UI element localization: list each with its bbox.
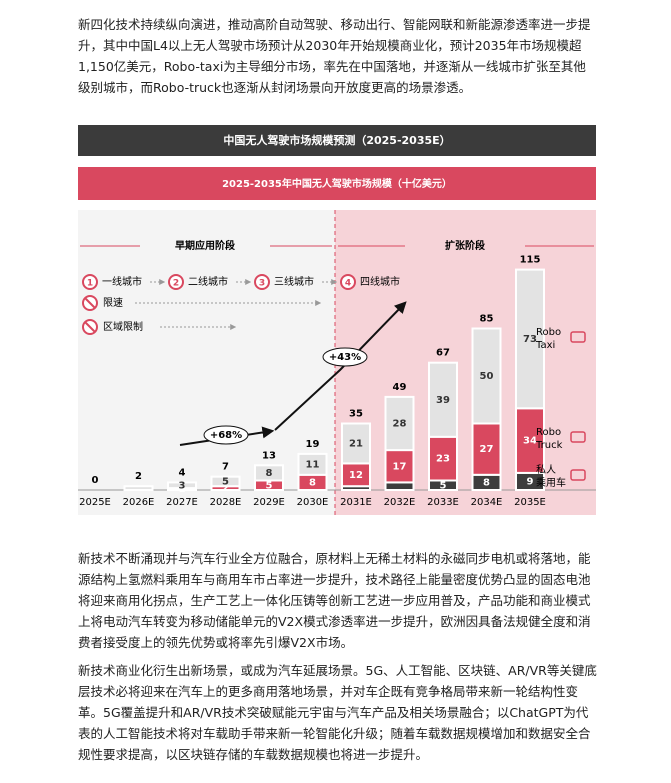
value-label: 17 <box>393 461 407 472</box>
growth-label: +68% <box>210 430 242 441</box>
value-label: 27 <box>480 444 494 455</box>
bar-segment <box>384 395 415 452</box>
value-label: 1 <box>179 484 186 495</box>
bar-segment <box>471 327 502 425</box>
value-label: 3 <box>179 480 186 491</box>
value-label: 11 <box>306 459 320 470</box>
x-tick-label: 2025E <box>79 497 111 508</box>
legend-icon <box>570 331 586 343</box>
value-label: 5 <box>266 480 273 491</box>
legend-icon <box>570 469 586 481</box>
value-label: 8 <box>483 477 490 488</box>
value-label: 12 <box>349 470 363 481</box>
total-label: 35 <box>349 409 363 420</box>
x-tick-label: 2035E <box>514 497 546 508</box>
value-label: 23 <box>436 454 450 465</box>
x-tick-label: 2032E <box>384 497 416 508</box>
bar-segment <box>428 435 458 482</box>
phase-bg <box>78 210 335 515</box>
value-label: 34 <box>523 436 537 447</box>
value-label: 28 <box>393 419 407 430</box>
bar-segment <box>384 449 415 484</box>
legend-icon <box>570 431 586 443</box>
limit-name: 区域限制 <box>103 320 143 333</box>
city-badge <box>254 274 270 290</box>
chart-title: 中国无人驾驶市场规模预测（2025-2035E） <box>223 133 450 147</box>
limit-icon <box>84 297 96 309</box>
value-label: 50 <box>480 371 494 382</box>
growth-arrow <box>274 301 407 431</box>
chart-subtitle: 2025-2035年中国无人驾驶市场规模（十亿美元） <box>222 177 452 190</box>
city-name: 二线城市 <box>188 275 228 288</box>
legend-label: 私人乘用车 <box>536 464 566 489</box>
phase-label: 早期应用阶段 <box>175 239 235 252</box>
growth-label: +43% <box>329 352 361 363</box>
total-label: 19 <box>306 439 320 450</box>
limit-name: 限速 <box>103 297 123 309</box>
city-num: 3 <box>259 279 265 289</box>
city-badge <box>340 274 356 290</box>
city-badge <box>82 274 98 290</box>
x-tick-label: 2029E <box>253 497 285 508</box>
value-label: 8 <box>309 477 316 488</box>
city-badge <box>168 274 184 290</box>
bar-segment <box>297 452 328 476</box>
value-label: 5 <box>440 480 447 491</box>
value-label: 21 <box>349 438 363 449</box>
subtitle-bar <box>78 167 596 200</box>
paragraph: 新技术商业化衍生出新场景，或成为汽车延展场景。5G、人工智能、区块链、AR/VR… <box>78 663 597 762</box>
bar-segment <box>515 268 545 410</box>
total-label: 85 <box>480 314 494 325</box>
x-tick-label: 2026E <box>123 497 155 508</box>
phase-bg <box>335 210 596 515</box>
value-label: 9 <box>527 476 534 487</box>
value-label: 2 <box>222 483 229 494</box>
city-num: 4 <box>345 279 351 289</box>
total-label: 7 <box>222 462 229 473</box>
city-num: 1 <box>87 279 93 289</box>
bar-segment <box>123 485 154 492</box>
total-label: 67 <box>436 348 450 359</box>
total-label: 2 <box>135 471 142 482</box>
city-num: 2 <box>173 279 179 289</box>
limit-icon <box>84 321 96 333</box>
x-tick-label: 2031E <box>340 497 372 508</box>
bar-segment <box>384 481 415 491</box>
phase-label-bg <box>140 236 270 256</box>
bar-segment <box>210 475 241 488</box>
x-tick-label: 2030E <box>297 497 329 508</box>
value-label: 39 <box>436 395 450 406</box>
total-label: 49 <box>393 382 407 393</box>
bar-segment <box>428 361 458 438</box>
x-tick-label: 2027E <box>166 497 198 508</box>
bar-segment <box>471 422 502 476</box>
bar-segment <box>167 481 197 490</box>
legend-label: Robo Truck <box>535 427 563 451</box>
x-tick-label: 2028E <box>210 497 242 508</box>
total-label: 4 <box>179 467 186 478</box>
paragraph: 新四化技术持续纵向演进，推动高阶自动驾驶、移动出行、智能网联和新能源渗透率进一步… <box>78 17 591 95</box>
total-label: 13 <box>262 450 276 461</box>
chart: 中国无人驾驶市场规模预测（2025-2035E） 2025-2035年中国无人驾… <box>78 125 596 515</box>
value-label: 73 <box>523 334 537 345</box>
city-name: 四线城市 <box>360 275 400 288</box>
phase-label-bg <box>405 236 525 256</box>
total-label: 0 <box>92 475 99 486</box>
bar-segment <box>341 422 371 465</box>
growth-badge <box>322 347 368 367</box>
city-name: 三线城市 <box>274 275 314 288</box>
bar-segment <box>254 464 284 482</box>
phase-label: 扩张阶段 <box>445 239 485 252</box>
paragraph: 新技术不断涌现并与汽车行业全方位融合，原材料上无稀土材料的永磁同步电机或将落地，… <box>78 551 591 650</box>
title-bar <box>78 125 596 156</box>
value-label: 5 <box>222 476 229 487</box>
value-label: 8 <box>266 468 273 479</box>
total-label: 115 <box>520 255 541 266</box>
legend-label: Robo Taxi <box>535 327 561 351</box>
growth-badge <box>203 425 249 445</box>
x-tick-label: 2034E <box>471 497 503 508</box>
city-name: 一线城市 <box>102 275 142 288</box>
x-tick-label: 2033E <box>427 497 459 508</box>
